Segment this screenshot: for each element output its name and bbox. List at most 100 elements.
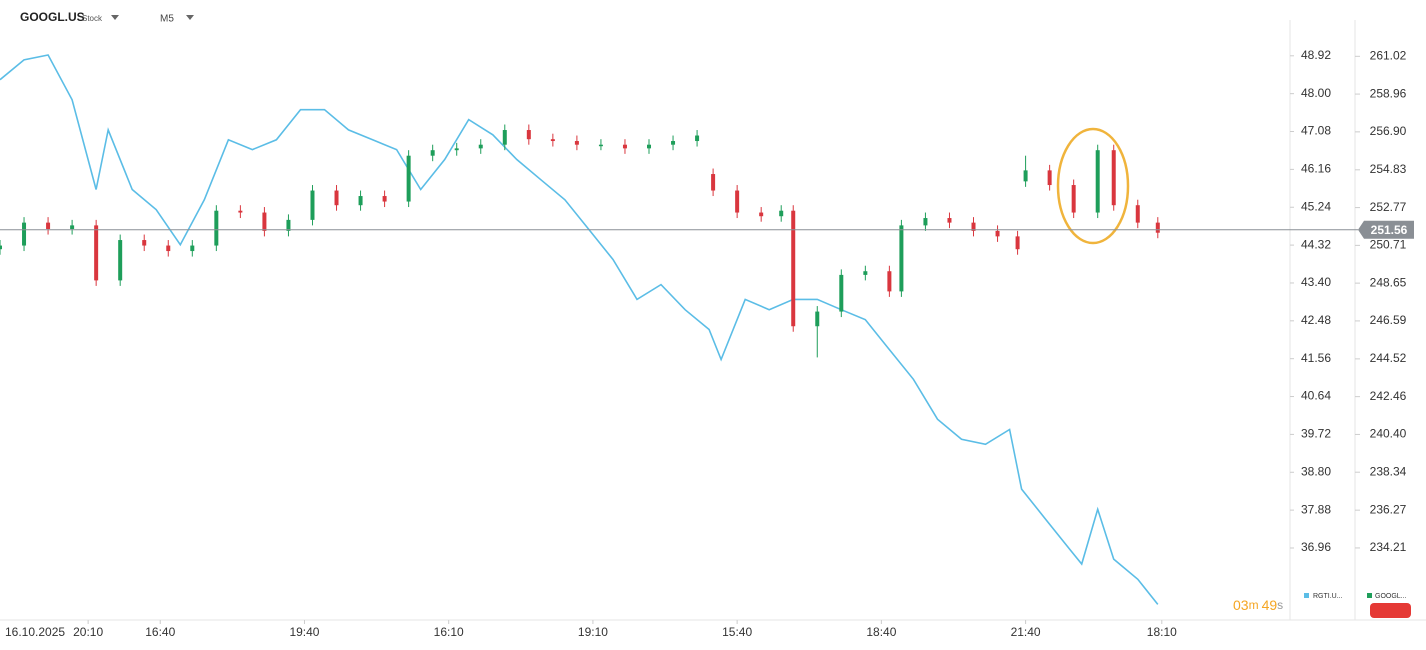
y-tick-label: 248.65: [1370, 275, 1407, 289]
y-tick-label: 254.83: [1370, 162, 1407, 176]
candle-body: [598, 144, 603, 147]
price-line: [0, 54, 1159, 605]
y2-tick-label: 42.48: [1301, 313, 1331, 327]
candle-body: [310, 190, 315, 220]
candle-body: [1015, 236, 1020, 250]
candle-body: [791, 210, 796, 327]
x-tick-label: 19:40: [289, 625, 319, 639]
last-price-box: [1358, 220, 1414, 239]
y2-tick-label: 43.40: [1301, 275, 1331, 289]
countdown-unit: s: [1277, 598, 1283, 612]
countdown-minutes: 03: [1233, 597, 1249, 613]
y2-tick-label: 38.80: [1301, 464, 1331, 478]
legend-swatch: [1367, 593, 1372, 598]
x-tick-label: 15:40: [722, 625, 752, 639]
y2-tick-label: 46.16: [1301, 162, 1331, 176]
y-tick-label: 244.52: [1370, 351, 1407, 365]
y2-tick-label: 48.92: [1301, 48, 1331, 62]
candle-body: [779, 210, 784, 217]
y-tick-label: 252.77: [1370, 200, 1407, 214]
candle-body: [502, 130, 507, 145]
countdown: 03m 49s: [1233, 597, 1283, 613]
y2-tick-label: 41.56: [1301, 351, 1331, 365]
candle-body: [382, 196, 387, 202]
candle-body: [142, 240, 147, 246]
candle-body: [1095, 150, 1100, 213]
candle-body: [947, 218, 952, 223]
candle-body: [190, 245, 195, 252]
x-tick-label: 18:40: [866, 625, 896, 639]
y2-tick-label: 44.32: [1301, 237, 1331, 251]
y2-tick-label: 47.08: [1301, 124, 1331, 138]
y2-tick-label: 39.72: [1301, 427, 1331, 441]
candle-body: [1155, 222, 1160, 233]
candle-body: [454, 148, 459, 151]
sell-button[interactable]: [1370, 603, 1411, 618]
candle-body: [1071, 185, 1076, 213]
candle-body: [94, 225, 99, 281]
candle-body: [839, 274, 844, 312]
candle-body: [995, 230, 1000, 237]
x-tick-label: 16:10: [434, 625, 464, 639]
y2-tick-label: 37.88: [1301, 502, 1331, 516]
candle-body: [22, 222, 27, 246]
legend-label[interactable]: GOOGL...: [1375, 593, 1407, 600]
candle-body: [971, 222, 976, 231]
candle-body: [406, 155, 411, 202]
last-price-label: 251.56: [1371, 223, 1408, 237]
candle-body: [1023, 170, 1028, 182]
candle-body: [550, 139, 555, 142]
candle-body: [286, 219, 291, 231]
candle-body: [887, 271, 892, 292]
timeframe[interactable]: M5: [160, 14, 174, 25]
y2-tick-label: 40.64: [1301, 389, 1331, 403]
y2-tick-label: 36.96: [1301, 540, 1331, 554]
y-tick-label: 240.40: [1370, 427, 1407, 441]
countdown-seconds: 49: [1262, 597, 1278, 613]
y-tick-label: 250.71: [1370, 238, 1407, 252]
y-tick-label: 246.59: [1370, 313, 1407, 327]
y-tick-label: 236.27: [1370, 502, 1407, 516]
y-tick-label: 258.96: [1370, 86, 1407, 100]
candle-body: [70, 225, 75, 230]
candle-body: [695, 135, 700, 142]
candle-body: [334, 190, 339, 206]
candle-body: [622, 144, 627, 149]
candle-body: [478, 144, 483, 149]
y2-tick-label: 48.00: [1301, 86, 1331, 100]
timeframe-dropdown[interactable]: [186, 15, 194, 20]
candle-body: [214, 210, 219, 246]
candle-body: [358, 196, 363, 206]
candle-body: [735, 190, 740, 213]
y2-tick-label: 45.24: [1301, 199, 1331, 213]
candle-body: [923, 218, 928, 226]
candle-body: [574, 141, 579, 145]
candle-body: [118, 240, 123, 281]
candle-body: [262, 212, 267, 231]
candle-body: [1135, 205, 1140, 223]
candle-body: [1111, 150, 1116, 206]
legend-label[interactable]: RGTI.U...: [1313, 593, 1343, 600]
y-tick-label: 242.46: [1370, 389, 1407, 403]
x-tick-label: 19:10: [578, 625, 608, 639]
countdown-unit: m: [1249, 598, 1259, 612]
candle-body: [671, 141, 676, 145]
candle-body: [526, 130, 531, 140]
y-tick-label: 261.02: [1370, 48, 1407, 62]
candle-body: [0, 245, 2, 250]
symbol[interactable]: GOOGL.US: [20, 10, 85, 24]
candle-body: [863, 271, 868, 275]
candle-body: [430, 150, 435, 156]
candle-body: [759, 212, 764, 217]
symbol-dropdown[interactable]: [111, 15, 119, 20]
y-tick-label: 256.90: [1370, 124, 1407, 138]
highlight-ellipse: [1056, 127, 1130, 245]
candle-body: [1047, 170, 1052, 186]
candle-body: [815, 311, 820, 327]
x-tick-label: 18:10: [1147, 625, 1177, 639]
y-tick-label: 234.21: [1370, 540, 1407, 554]
candle-body: [166, 245, 171, 252]
x-tick-label: 21:40: [1011, 625, 1041, 639]
